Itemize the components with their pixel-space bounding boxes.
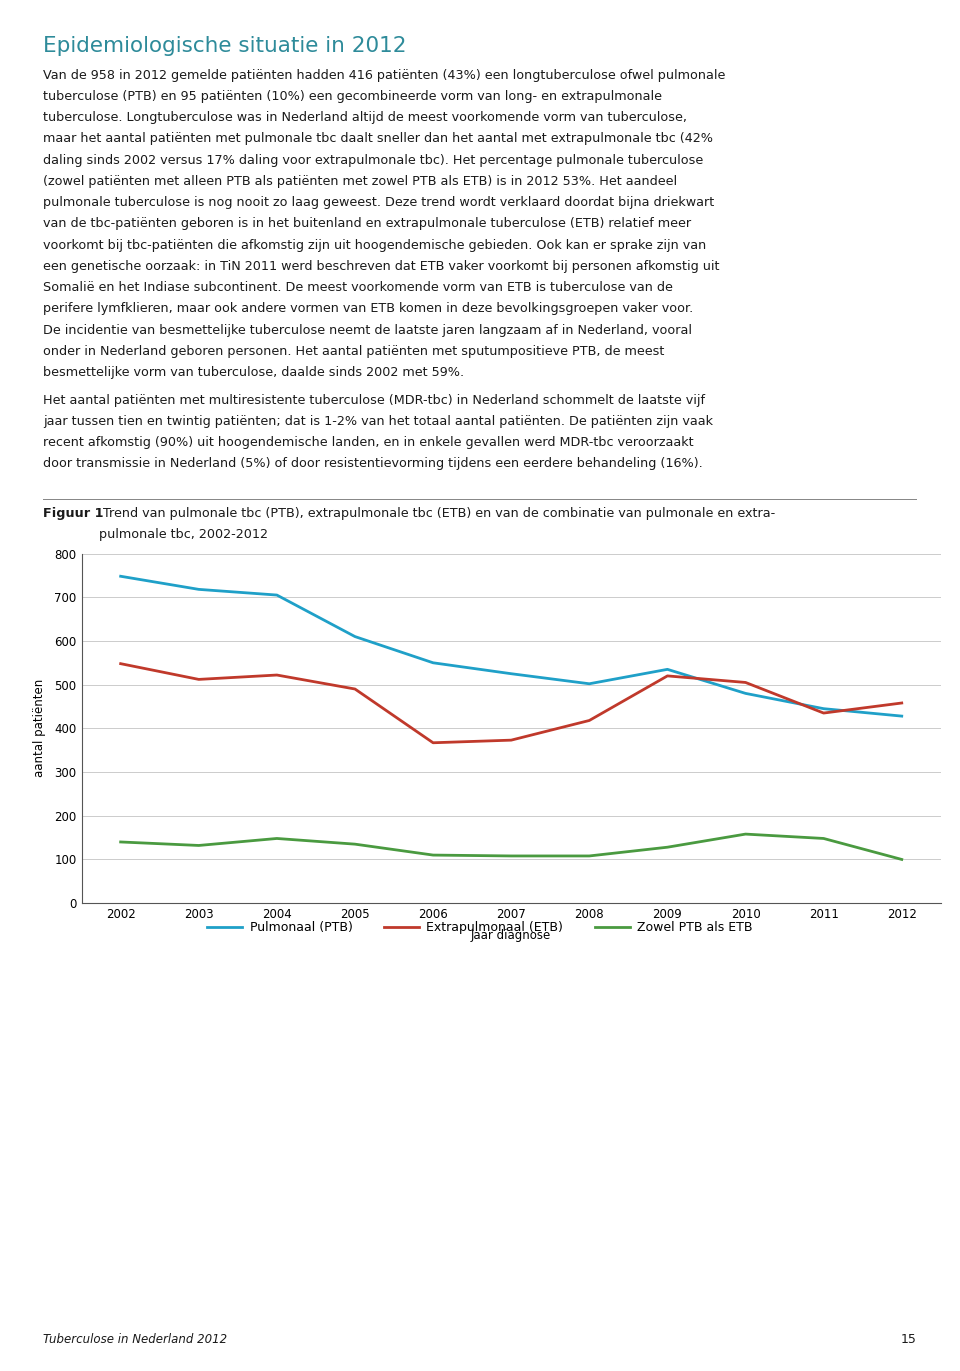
Text: recent afkomstig (90%) uit hoogendemische landen, en in enkele gevallen werd MDR: recent afkomstig (90%) uit hoogendemisch… [43,436,694,450]
Text: een genetische oorzaak: in TiN 2011 werd beschreven dat ETB vaker voorkomt bij p: een genetische oorzaak: in TiN 2011 werd… [43,260,720,273]
Text: Figuur 1: Figuur 1 [43,507,104,520]
Text: voorkomt bij tbc-patiënten die afkomstig zijn uit hoogendemische gebieden. Ook k: voorkomt bij tbc-patiënten die afkomstig… [43,239,707,251]
Text: Epidemiologische situatie in 2012: Epidemiologische situatie in 2012 [43,36,407,56]
Text: perifere lymfklieren, maar ook andere vormen van ETB komen in deze bevolkingsgro: perifere lymfklieren, maar ook andere vo… [43,302,693,315]
Text: besmettelijke vorm van tuberculose, daalde sinds 2002 met 59%.: besmettelijke vorm van tuberculose, daal… [43,366,465,378]
Text: maar het aantal patiënten met pulmonale tbc daalt sneller dan het aantal met ext: maar het aantal patiënten met pulmonale … [43,133,713,145]
Text: 15: 15 [900,1334,917,1346]
Text: (zowel patiënten met alleen PTB als patiënten met zowel PTB als ETB) is in 2012 : (zowel patiënten met alleen PTB als pati… [43,174,678,188]
Text: van de tbc-patiënten geboren is in het buitenland en extrapulmonale tuberculose : van de tbc-patiënten geboren is in het b… [43,218,691,230]
Legend: Pulmonaal (PTB), Extrapulmonaal (ETB), Zowel PTB als ETB: Pulmonaal (PTB), Extrapulmonaal (ETB), Z… [203,916,757,939]
Text: onder in Nederland geboren personen. Het aantal patiënten met sputumpositieve PT: onder in Nederland geboren personen. Het… [43,345,664,358]
Text: De incidentie van besmettelijke tuberculose neemt de laatste jaren langzaam af i: De incidentie van besmettelijke tubercul… [43,324,692,336]
Text: daling sinds 2002 versus 17% daling voor extrapulmonale tbc). Het percentage pul: daling sinds 2002 versus 17% daling voor… [43,154,704,166]
Text: tuberculose (PTB) en 95 patiënten (10%) een gecombineerde vorm van long- en extr: tuberculose (PTB) en 95 patiënten (10%) … [43,90,662,103]
X-axis label: Jaar diagnose: Jaar diagnose [471,930,551,942]
Text: pulmonale tuberculose is nog nooit zo laag geweest. Deze trend wordt verklaard d: pulmonale tuberculose is nog nooit zo la… [43,196,714,208]
Text: tuberculose. Longtuberculose was in Nederland altijd de meest voorkomende vorm v: tuberculose. Longtuberculose was in Nede… [43,111,687,123]
Text: Het aantal patiënten met multiresistente tuberculose (MDR-tbc) in Nederland scho: Het aantal patiënten met multiresistente… [43,393,706,407]
Text: pulmonale tbc, 2002-2012: pulmonale tbc, 2002-2012 [99,528,268,542]
Text: Trend van pulmonale tbc (PTB), extrapulmonale tbc (ETB) en van de combinatie van: Trend van pulmonale tbc (PTB), extrapulm… [99,507,775,520]
Text: Tuberculose in Nederland 2012: Tuberculose in Nederland 2012 [43,1334,228,1346]
Text: door transmissie in Nederland (5%) of door resistentievorming tijdens een eerder: door transmissie in Nederland (5%) of do… [43,458,703,470]
Text: jaar tussen tien en twintig patiënten; dat is 1-2% van het totaal aantal patiënt: jaar tussen tien en twintig patiënten; d… [43,415,713,428]
Text: Van de 958 in 2012 gemelde patiënten hadden 416 patiënten (43%) een longtubercul: Van de 958 in 2012 gemelde patiënten had… [43,69,726,81]
Y-axis label: aantal patiënten: aantal patiënten [34,679,46,777]
Text: Somalië en het Indiase subcontinent. De meest voorkomende vorm van ETB is tuberc: Somalië en het Indiase subcontinent. De … [43,281,673,293]
